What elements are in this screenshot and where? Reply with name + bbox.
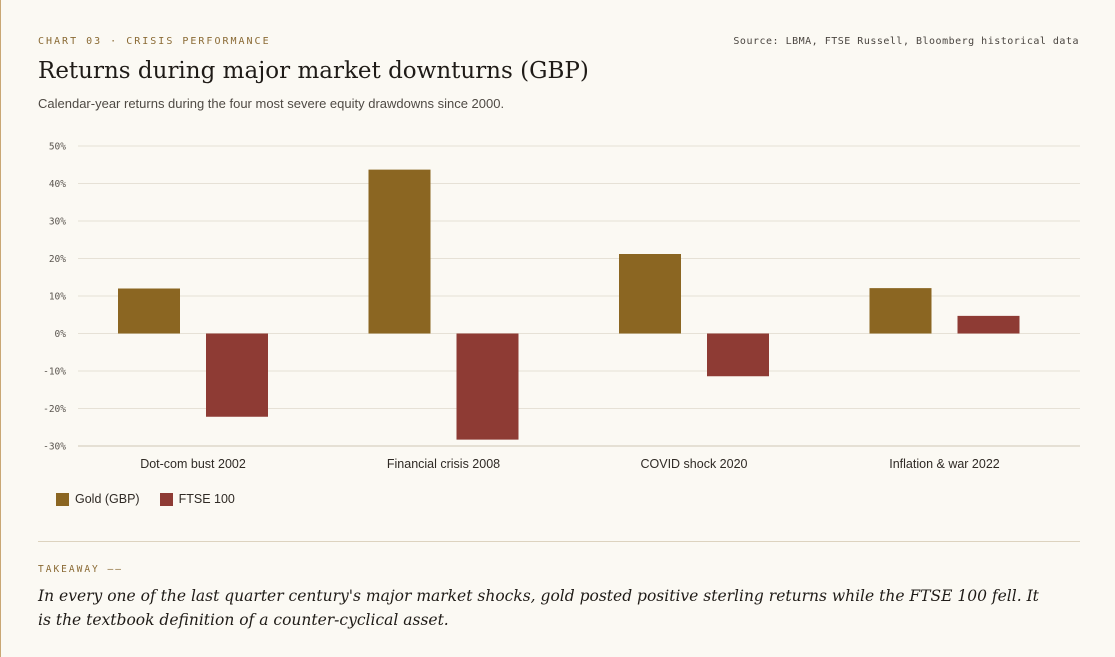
y-tick-label: -30% (43, 442, 66, 453)
section-divider (38, 541, 1080, 542)
bar-ftse (456, 333, 519, 440)
bar-gold (869, 288, 932, 334)
legend-label-gold: Gold (GBP) (75, 492, 140, 506)
bar-chart: 50% 40% 30% 20% 10% 0% -10% -20% -30% Dot-com bus… (43, 142, 1080, 471)
bar-gold (368, 169, 431, 334)
chart-eyebrow: CHART 03 · CRISIS PERFORMANCE (38, 36, 271, 47)
chart-legend: Gold (GBP) FTSE 100 (56, 492, 235, 506)
x-category-label: Financial crisis 2008 (387, 457, 500, 471)
y-tick-label: -10% (43, 367, 66, 378)
takeaway-text: In every one of the last quarter century… (38, 587, 1039, 629)
bar-ftse (957, 315, 1020, 334)
bar-gold (619, 254, 681, 334)
y-tick-label: -20% (43, 404, 66, 415)
legend-swatch-gold (56, 492, 69, 506)
bar-ftse (206, 333, 268, 417)
y-tick-label: 50% (49, 142, 66, 153)
y-tick-label: 10% (49, 292, 66, 303)
bar-ftse (707, 333, 769, 377)
left-accent-rule (0, 0, 1, 657)
legend-label-ftse: FTSE 100 (178, 492, 235, 506)
source-note: Source: LBMA, FTSE Russell, Bloomberg hi… (733, 36, 1079, 47)
legend-item-gold: Gold (GBP) (56, 492, 140, 506)
takeaway-label: TAKEAWAY —— (38, 564, 123, 575)
chart-subtitle: Calendar-year returns during the four mo… (38, 96, 505, 111)
chart-title: Returns during major market downturns (G… (38, 58, 589, 84)
x-category-label: COVID shock 2020 (641, 457, 748, 471)
bar-gold (118, 288, 180, 334)
x-category-label: Dot-com bust 2002 (140, 457, 246, 471)
y-tick-label: 30% (49, 217, 66, 228)
y-tick-label: 0% (55, 329, 67, 340)
legend-swatch-ftse (159, 492, 173, 506)
legend-item-ftse: FTSE 100 (159, 492, 235, 506)
x-category-label: Inflation & war 2022 (889, 457, 1000, 471)
y-tick-label: 40% (49, 179, 66, 190)
y-tick-label: 20% (49, 254, 66, 265)
